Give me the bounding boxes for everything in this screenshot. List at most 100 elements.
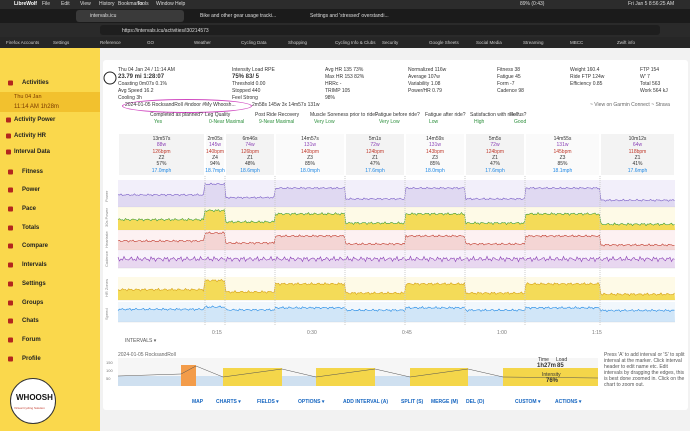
links[interactable]: ~ View on Garmin Connect ~ Strava bbox=[590, 102, 670, 108]
toolbar-button[interactable]: SPLIT (S) bbox=[401, 399, 424, 405]
menu-item[interactable]: Tools bbox=[137, 1, 149, 7]
toolbar-button[interactable]: MERGE (M) bbox=[431, 399, 459, 405]
interval-stat: 131w bbox=[304, 142, 316, 149]
toolbar-button[interactable]: CHARTS ▾ bbox=[216, 399, 241, 405]
toolbar-button[interactable]: CUSTOM ▾ bbox=[515, 399, 541, 405]
series-line bbox=[117, 278, 675, 297]
stat: Power/HR 0.79 bbox=[408, 88, 442, 94]
stat: Fitness 38 bbox=[497, 67, 521, 73]
mini-stat-label: Load bbox=[556, 357, 568, 363]
bookmark[interactable]: MBCC bbox=[570, 40, 584, 45]
bookmark[interactable]: Zwift info bbox=[617, 40, 636, 45]
question-label: Satisfaction with ride? bbox=[470, 112, 519, 118]
stat: Intensity Load RPE bbox=[232, 67, 275, 73]
bookmark[interactable]: Settings bbox=[53, 40, 70, 45]
bookmark[interactable]: Social Media bbox=[476, 40, 502, 45]
interval-stat: 126bpm bbox=[152, 148, 171, 155]
menu-item[interactable]: Help bbox=[175, 1, 186, 7]
toolbar-button[interactable]: FIELDS ▾ bbox=[257, 399, 279, 405]
menu-item[interactable]: History bbox=[99, 1, 115, 7]
interval-box bbox=[226, 134, 274, 175]
stat: Avg Speed 16.2 bbox=[118, 88, 154, 94]
menu-item[interactable]: View bbox=[80, 1, 91, 7]
bookmark[interactable]: Firefox Accounts bbox=[6, 40, 40, 45]
nav-item[interactable]: Activity HR bbox=[14, 133, 47, 139]
bookmark[interactable]: Reference bbox=[100, 40, 121, 45]
interval-stat: Z1 bbox=[634, 154, 641, 161]
nav-item[interactable]: Thu 04 Jan bbox=[14, 94, 42, 100]
nav-item[interactable]: Fitness bbox=[22, 169, 44, 175]
stat: Cadence 98 bbox=[497, 88, 524, 94]
question-value: Very Low bbox=[314, 119, 335, 125]
tab[interactable]: Settings and 'stressed' overstandi... bbox=[310, 13, 389, 19]
nav-item[interactable]: Profile bbox=[22, 356, 41, 362]
interval-stat: 72w bbox=[370, 142, 380, 149]
mini-interval bbox=[503, 368, 598, 386]
nav-item[interactable]: Compare bbox=[22, 243, 49, 249]
toolbar-button[interactable]: ADD INTERVAL (A) bbox=[343, 399, 388, 405]
menu-item[interactable]: Window bbox=[156, 1, 174, 7]
nav-item[interactable]: Power bbox=[22, 187, 41, 193]
interval-box bbox=[119, 134, 204, 175]
nav-item[interactable]: Interval Data bbox=[14, 149, 51, 155]
mini-interval bbox=[282, 376, 316, 386]
activity-icon bbox=[103, 71, 117, 85]
nav-icon bbox=[8, 169, 13, 175]
interval-stat: 47% bbox=[489, 161, 500, 168]
intervals-toggle[interactable]: INTERVALS ▾ bbox=[125, 338, 157, 344]
menu-item[interactable]: Bookmarks bbox=[118, 1, 144, 7]
bookmark[interactable]: Cycling Data bbox=[241, 40, 267, 45]
nav-icon bbox=[8, 281, 13, 287]
mini-interval bbox=[223, 368, 282, 386]
interval-stat: Z3 bbox=[559, 154, 566, 161]
menu-item[interactable]: File bbox=[42, 1, 51, 7]
mini-stat-label: Time bbox=[538, 357, 549, 363]
stat: Normalized 116w bbox=[408, 67, 447, 73]
bookmark[interactable]: Cycling Info & Clubs bbox=[335, 40, 376, 45]
bookmark[interactable]: Shopping bbox=[288, 40, 308, 45]
nav-item[interactable]: Forum bbox=[22, 337, 41, 343]
nav-icon bbox=[6, 117, 11, 123]
battery: 89% (0:43) bbox=[520, 1, 545, 7]
toolbar-button[interactable]: MAP bbox=[192, 399, 204, 405]
nav-item[interactable]: Activities bbox=[22, 80, 49, 86]
stat: Weight 160.4 bbox=[570, 67, 600, 73]
interval-stat: 85% bbox=[557, 161, 568, 168]
bookmark[interactable]: Security bbox=[382, 40, 399, 45]
toolbar-button[interactable]: ACTIONS ▾ bbox=[555, 399, 582, 405]
app-name: LibreWolf bbox=[14, 1, 37, 7]
bookmark[interactable]: GO bbox=[147, 40, 155, 45]
question-label: Leg Quality bbox=[205, 112, 231, 118]
nav-icon bbox=[8, 80, 13, 86]
nav-item[interactable]: Intervals bbox=[22, 262, 47, 268]
nav-item[interactable]: Settings bbox=[22, 281, 46, 287]
interval-stat: 118bpm bbox=[628, 148, 647, 155]
interval-stat: 124bpm bbox=[485, 148, 505, 155]
question-label: Fatigue after ride? bbox=[425, 112, 466, 118]
nav-item[interactable]: Activity Power bbox=[14, 117, 56, 123]
interval-stat: 88w bbox=[156, 142, 167, 149]
nav-item[interactable]: Pace bbox=[22, 206, 37, 212]
interval-stat: Z1 bbox=[372, 154, 378, 161]
stat: Average 107w bbox=[408, 74, 440, 80]
tab[interactable]: intervals.icu bbox=[90, 13, 117, 19]
interval-stat: 17.6mph bbox=[365, 167, 385, 174]
stat: Form -7 bbox=[497, 81, 515, 87]
toolbar-button[interactable]: OPTIONS ▾ bbox=[298, 399, 325, 405]
stat: Total 563 bbox=[640, 81, 661, 87]
nav-item[interactable]: Groups bbox=[22, 300, 44, 306]
active-tab bbox=[76, 10, 184, 22]
toolbar-button[interactable]: DEL (D) bbox=[466, 399, 485, 405]
bookmark[interactable]: Streaming bbox=[523, 40, 544, 45]
url-field bbox=[100, 25, 660, 35]
chart-label: HR Zones bbox=[104, 278, 109, 297]
nav-item[interactable]: Chats bbox=[22, 318, 39, 324]
stat: Fatigue 45 bbox=[497, 74, 521, 80]
menu-item[interactable]: Edit bbox=[61, 1, 70, 7]
tab[interactable]: Bike and other gear usage tracki... bbox=[200, 13, 277, 19]
bookmark[interactable]: Weather bbox=[194, 40, 211, 45]
bookmark[interactable]: Google Sheets bbox=[429, 40, 459, 45]
nav-item[interactable]: Totals bbox=[22, 225, 40, 231]
menu-bar bbox=[0, 0, 690, 9]
